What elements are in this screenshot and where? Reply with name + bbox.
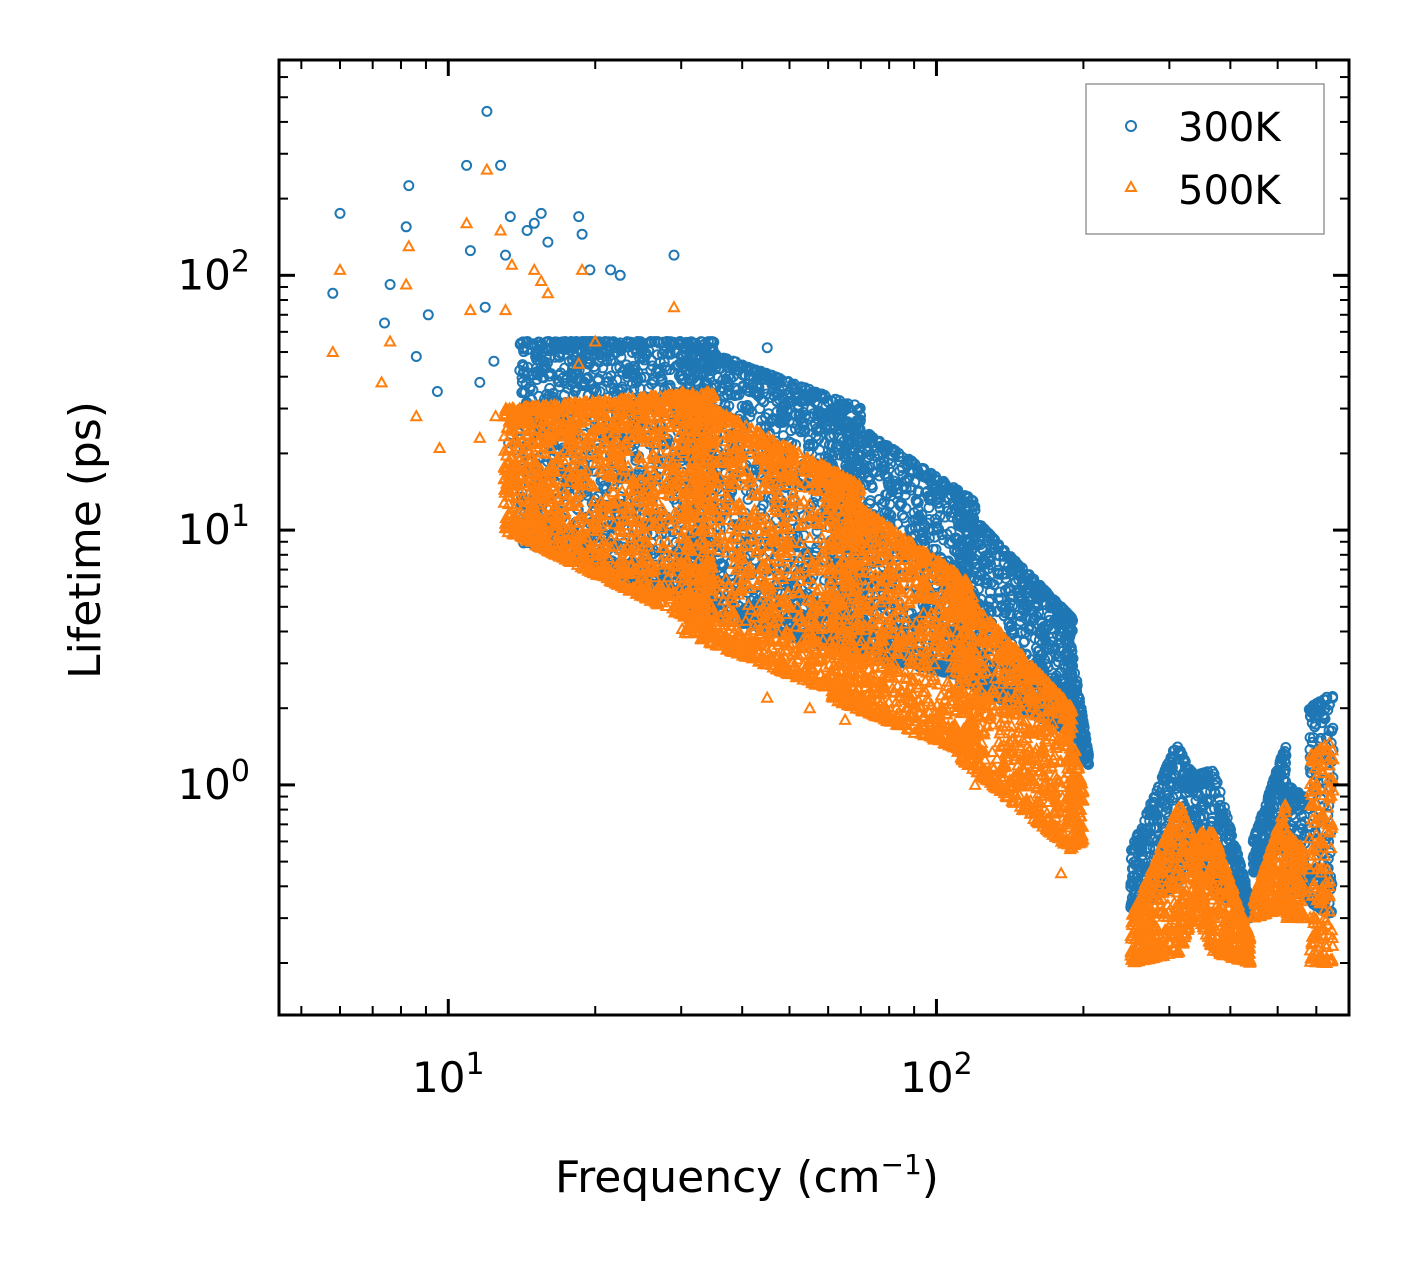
point-300k	[879, 507, 891, 519]
point-300k	[759, 368, 771, 380]
point-300k	[604, 350, 616, 362]
point-300k	[781, 404, 793, 416]
point-300k	[592, 373, 604, 385]
point-300k	[807, 420, 819, 432]
point-300k	[700, 345, 712, 357]
point-300k	[731, 389, 743, 401]
point-300k	[731, 364, 742, 376]
point-300k	[531, 374, 543, 385]
point-300k	[797, 416, 809, 428]
point-300k	[809, 396, 821, 408]
point-300k	[656, 376, 667, 388]
point-300k	[743, 403, 755, 415]
point-300k	[816, 388, 828, 400]
point-300k	[776, 405, 788, 417]
point-300k	[617, 341, 629, 353]
point-300k	[658, 356, 670, 368]
point-300k	[565, 367, 577, 379]
point-300k	[677, 373, 689, 385]
point-300k	[531, 367, 543, 379]
point-300k	[534, 337, 546, 348]
point-300k	[789, 423, 801, 435]
point-300k	[543, 345, 555, 357]
point-300k	[748, 387, 760, 399]
point-300k	[664, 379, 676, 391]
point-300k	[912, 497, 924, 509]
point-300k	[725, 373, 737, 385]
point-300k	[687, 364, 699, 376]
point-300k	[517, 385, 529, 397]
point-300k	[691, 354, 703, 366]
point-300k	[781, 411, 793, 423]
point-300k	[631, 344, 643, 356]
point-300k	[557, 338, 569, 350]
point-300k	[754, 371, 765, 383]
point-300k	[748, 592, 760, 604]
point-300k	[770, 413, 782, 425]
point-300k	[615, 351, 627, 363]
point-300k	[679, 355, 691, 367]
point-300k	[652, 363, 664, 375]
point-300k	[756, 415, 768, 427]
point-300k	[566, 372, 578, 384]
point-300k	[830, 441, 842, 453]
point-300k	[638, 354, 650, 366]
point-300k	[616, 366, 628, 378]
point-300k	[573, 336, 585, 348]
point-300k	[782, 389, 794, 401]
point-300k	[717, 374, 729, 386]
point-300k	[806, 393, 818, 405]
points-layer	[326, 105, 1340, 968]
point-300k	[718, 559, 730, 571]
point-300k	[560, 338, 572, 350]
point-300k	[699, 367, 711, 378]
point-300k	[666, 336, 677, 348]
point-300k	[773, 384, 785, 396]
point-300k	[777, 389, 788, 401]
point-300k	[545, 368, 557, 380]
point-300k	[559, 377, 571, 389]
point-300k	[530, 349, 542, 361]
point-300k	[606, 378, 618, 390]
point-300k	[643, 345, 655, 357]
point-300k	[676, 337, 687, 349]
point-300k	[822, 396, 834, 407]
point-300k	[531, 362, 542, 374]
point-300k	[648, 336, 660, 348]
point-300k	[645, 364, 657, 376]
point-300k	[834, 395, 846, 407]
point-300k	[796, 382, 808, 394]
point-300k	[554, 351, 565, 363]
point-300k	[518, 346, 530, 358]
point-300k	[580, 373, 592, 385]
point-300k	[599, 336, 611, 347]
point-300k	[680, 338, 692, 350]
point-300k	[802, 440, 814, 452]
point-300k	[629, 342, 641, 354]
point-300k	[664, 346, 676, 358]
point-300k	[632, 366, 644, 378]
point-300k	[696, 345, 708, 357]
point-300k	[589, 382, 601, 394]
point-300k	[725, 389, 737, 401]
point-300k	[792, 401, 804, 413]
point-300k	[718, 352, 730, 364]
point-300k	[667, 526, 679, 538]
point-300k	[518, 366, 530, 378]
point-300k	[854, 402, 866, 414]
point-300k	[608, 385, 620, 397]
point-300k	[589, 363, 601, 375]
point-300k	[737, 380, 749, 392]
point-300k	[542, 357, 553, 369]
point-300k	[765, 392, 776, 403]
point-300k	[569, 381, 581, 393]
point-300k	[855, 410, 867, 422]
point-300k	[810, 418, 821, 430]
point-300k	[598, 480, 610, 492]
point-300k	[801, 546, 813, 558]
